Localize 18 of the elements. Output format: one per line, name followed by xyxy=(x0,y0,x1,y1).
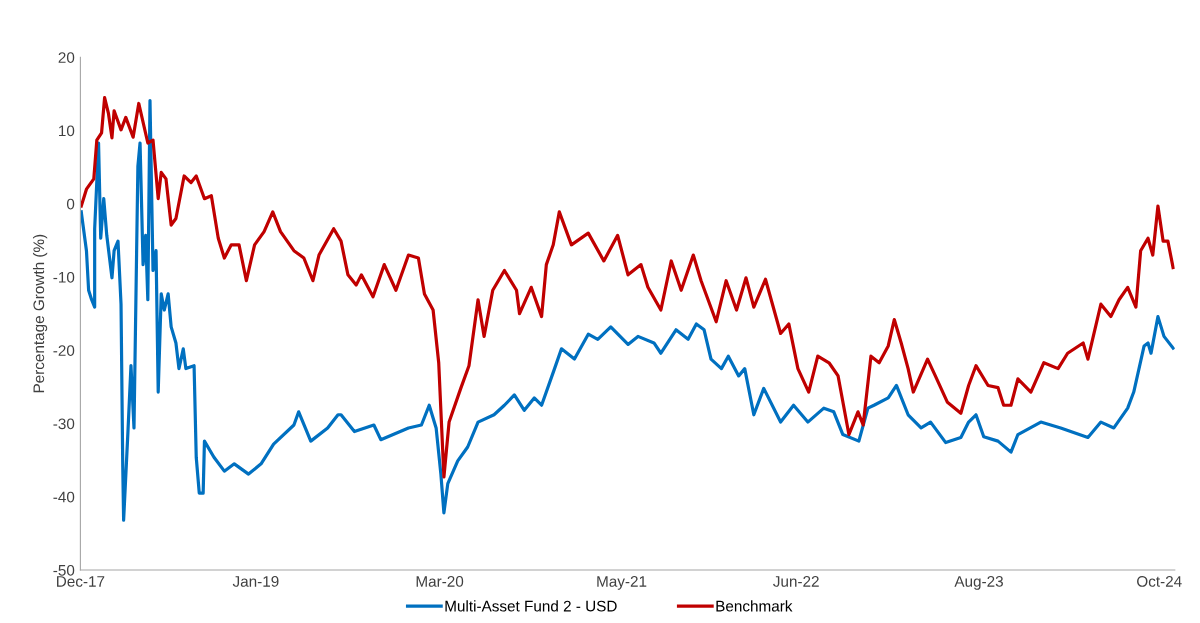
x-tick-label: May-21 xyxy=(597,576,647,590)
x-tick-label: Dec-17 xyxy=(57,576,105,587)
y-tick-label: -50 xyxy=(53,564,75,576)
legend-label: Benchmark xyxy=(716,600,793,612)
legend-label: Multi-Asset Fund 2 - USD xyxy=(445,600,617,612)
y-tick-label: 20 xyxy=(58,52,75,63)
y-tick-label: 0 xyxy=(66,198,75,210)
y-axis-title: Percentage Growth (%) xyxy=(32,234,48,393)
y-tick-label: -30 xyxy=(53,418,75,430)
x-tick-label: Oct-24 xyxy=(1137,576,1182,587)
y-tick-label: -40 xyxy=(53,491,75,503)
x-tick-label: Jan-19 xyxy=(232,576,279,587)
y-tick-label: 10 xyxy=(59,125,75,137)
y-tick-label: -10 xyxy=(53,271,75,283)
x-tick-label: Aug-23 xyxy=(954,576,1003,590)
y-tick-label: -20 xyxy=(53,345,75,356)
x-tick-label: Mar-20 xyxy=(416,576,464,587)
x-tick-label: Jun-22 xyxy=(773,576,819,587)
